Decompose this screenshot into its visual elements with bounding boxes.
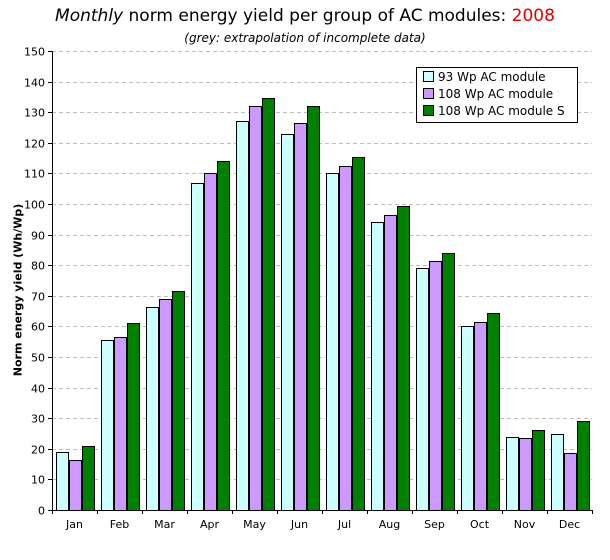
y-tick-label: 80 [31, 260, 45, 273]
bar [249, 106, 262, 511]
bar [307, 106, 320, 511]
bar [56, 452, 69, 511]
legend-swatch-93wp [423, 71, 434, 82]
bar [461, 326, 474, 511]
x-tick-label: May [243, 518, 266, 531]
bar [294, 123, 307, 511]
bar [191, 183, 204, 511]
y-tick-label: 140 [24, 77, 45, 90]
bar [352, 157, 365, 511]
bar [69, 460, 82, 511]
y-tick-label: 130 [24, 107, 45, 120]
axes [48, 51, 593, 514]
bar [339, 166, 352, 511]
bar [397, 206, 410, 511]
y-tick-label: 20 [31, 444, 45, 457]
y-tick-label: 90 [31, 230, 45, 243]
y-tick-label: 120 [24, 138, 45, 151]
bar [159, 299, 172, 511]
y-tick-label: 50 [31, 352, 45, 365]
y-tick-label: 60 [31, 321, 45, 334]
x-tick-label: Aug [379, 518, 400, 531]
bar [384, 215, 397, 511]
bar [416, 268, 429, 511]
x-tick-label: Mar [154, 518, 175, 531]
y-axis-label: Norm energy yield (Wh/Wp) [11, 203, 25, 377]
x-tick-labels: Jan Feb Mar Apr May Jun Jul Aug Sep Oct Nov Dec [65, 518, 580, 531]
bar [101, 340, 114, 511]
legend-label-108wp: 108 Wp AC module [438, 87, 554, 101]
bar [487, 313, 500, 511]
y-tick-label: 0 [38, 505, 45, 518]
x-tick-label: Dec [559, 518, 580, 531]
legend-item-108wp: 108 Wp AC module [423, 87, 553, 103]
bar [82, 446, 95, 511]
bar [114, 337, 127, 511]
bars [56, 98, 590, 511]
chart-subtitle: (grey: extrapolation of incomplete data) [184, 31, 426, 45]
bar [506, 437, 519, 511]
y-tick-label: 150 [24, 46, 45, 59]
bar [127, 323, 140, 511]
y-tick-label: 30 [31, 413, 45, 426]
bar [204, 173, 217, 511]
x-tick-label: Feb [110, 518, 129, 531]
bar [326, 173, 339, 511]
bar [551, 434, 564, 511]
y-tick-label: 10 [31, 474, 45, 487]
bar [371, 222, 384, 511]
bar [442, 253, 455, 511]
legend-label-93wp: 93 Wp AC module [438, 70, 546, 84]
legend-item-108wp-s: 108 Wp AC module S [423, 104, 565, 120]
legend: 93 Wp AC module 108 Wp AC module 108 Wp … [416, 67, 578, 123]
y-tick-label: 70 [31, 291, 45, 304]
x-tick-label: Nov [514, 518, 536, 531]
bar [146, 307, 159, 511]
x-tick-label: Sep [424, 518, 445, 531]
y-tick-label: 40 [31, 383, 45, 396]
title-year: 2008 [511, 6, 555, 26]
title-main-part: norm energy yield per group of AC module… [123, 6, 512, 26]
bar [519, 438, 532, 511]
legend-swatch-108wp [423, 88, 434, 99]
legend-item-93wp: 93 Wp AC module [423, 70, 546, 86]
bar [474, 322, 487, 511]
bar [172, 291, 185, 511]
bar [429, 261, 442, 511]
bar [281, 134, 294, 511]
bar [532, 430, 545, 511]
x-tick-label: Apr [200, 518, 220, 531]
legend-label-108wp-s: 108 Wp AC module S [438, 104, 565, 118]
x-tick-label: Oct [470, 518, 490, 531]
bar [217, 161, 230, 511]
title-italic-part: Monthly [55, 6, 124, 26]
gridlines [52, 51, 592, 480]
bar [564, 453, 577, 511]
y-tick-label: 110 [24, 168, 45, 181]
bar [236, 121, 249, 511]
x-tick-label: Jun [290, 518, 308, 531]
x-tick-label: Jul [337, 518, 351, 531]
bar [262, 98, 275, 511]
y-tick-labels: 0 10 20 30 40 50 60 70 80 90 100 110 120 130 140 150 [24, 46, 45, 518]
x-tick-label: Jan [65, 518, 83, 531]
chart-title: Monthly norm energy yield per group of A… [0, 6, 610, 26]
y-tick-label: 100 [24, 199, 45, 212]
bar [577, 421, 590, 511]
legend-swatch-108wp-s [423, 105, 434, 116]
